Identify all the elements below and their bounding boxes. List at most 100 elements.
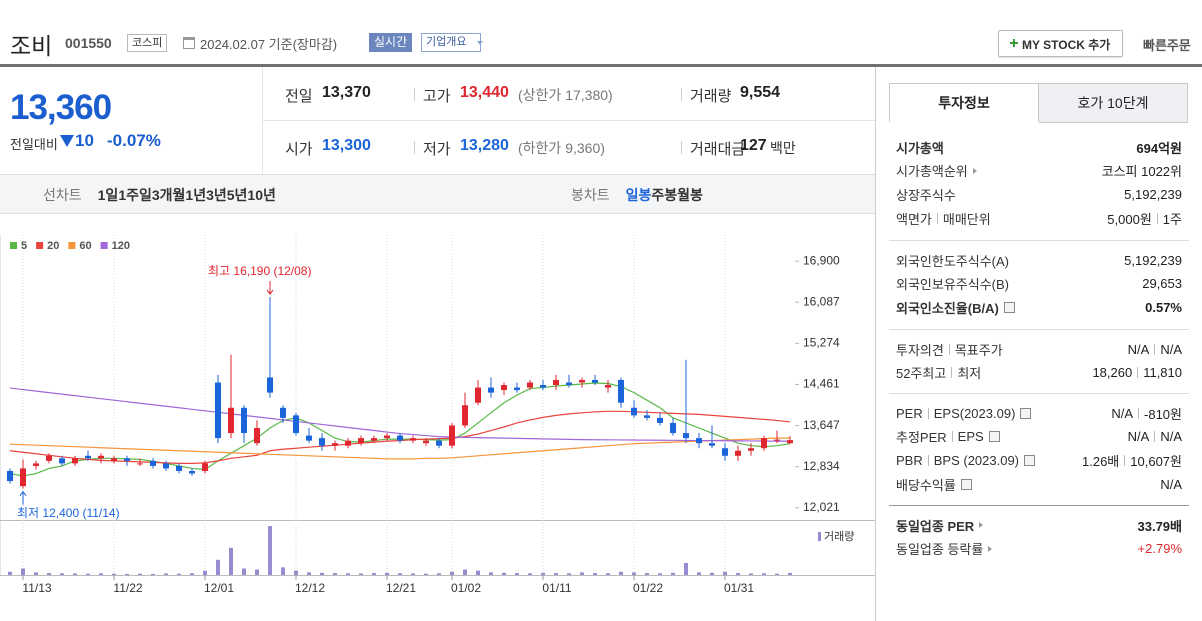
value-text: 5,192,239 bbox=[1124, 186, 1182, 202]
candle-body bbox=[20, 468, 26, 487]
x-tick-label: 12/01 bbox=[204, 581, 234, 595]
candle-body bbox=[397, 435, 403, 441]
candle-body bbox=[475, 387, 481, 403]
candle-body bbox=[202, 463, 208, 471]
volume-bar bbox=[788, 572, 792, 575]
period-bar: 선차트 1일 1주일 3개월 1년 3년 5년 10년 봉차트 일봉 주봉 월봉 bbox=[0, 174, 875, 214]
candle-body bbox=[566, 382, 572, 386]
separator bbox=[1138, 407, 1140, 419]
candle-body bbox=[644, 415, 650, 418]
volume-bar bbox=[34, 572, 38, 575]
x-tick-label: 12/21 bbox=[386, 581, 416, 595]
help-icon[interactable] bbox=[960, 478, 972, 490]
help-icon[interactable] bbox=[1020, 407, 1032, 419]
period-tab[interactable]: 10년 bbox=[247, 187, 276, 203]
candle-body bbox=[683, 433, 689, 439]
period-tab[interactable]: 1주일 bbox=[118, 187, 152, 203]
volume-bar bbox=[60, 573, 64, 575]
period-tab[interactable]: 주봉 bbox=[651, 187, 678, 203]
info-label: 시가총액순위 bbox=[896, 161, 977, 180]
mystock-button[interactable]: MY STOCK 추가 bbox=[998, 30, 1123, 57]
separator bbox=[1124, 454, 1126, 466]
period-tab[interactable]: 월봉 bbox=[677, 187, 703, 203]
info-tab[interactable]: 호가 10단계 bbox=[1038, 83, 1188, 123]
candle-body bbox=[85, 455, 91, 459]
candle-body bbox=[410, 438, 416, 441]
legend-label: 60 bbox=[79, 240, 91, 252]
mystock-label: MY STOCK 추가 bbox=[1022, 38, 1111, 52]
info-value: 694억원 bbox=[1136, 138, 1182, 157]
quote-label: 전일 bbox=[285, 88, 313, 105]
info-row: 외국인소진율(B/A) 0.57% bbox=[896, 296, 1182, 318]
info-label: 동일업종 등락률 bbox=[896, 539, 993, 558]
arrow-icon bbox=[988, 545, 993, 552]
candle-body bbox=[670, 422, 676, 434]
volume-bar bbox=[151, 573, 155, 575]
volume-bar bbox=[645, 573, 649, 575]
volume-bar bbox=[47, 573, 51, 575]
quick-order[interactable]: 빠른주문 bbox=[1143, 38, 1191, 53]
volume-bar bbox=[190, 573, 194, 575]
quote-row-divider bbox=[262, 120, 875, 121]
info-label: 시가총액 bbox=[896, 138, 944, 157]
candle-body bbox=[462, 405, 468, 426]
group-separator bbox=[889, 393, 1189, 394]
volume-bar bbox=[723, 571, 727, 575]
tab-group-label: 선차트 bbox=[43, 187, 82, 203]
info-value: 5,192,239 bbox=[1124, 187, 1182, 202]
help-icon[interactable] bbox=[1024, 454, 1036, 466]
volume-bar bbox=[606, 573, 610, 575]
candle-body bbox=[345, 440, 351, 446]
period-tab[interactable]: 1년 bbox=[185, 187, 207, 203]
y-tick-label: 16,900 bbox=[803, 253, 840, 267]
candle-body bbox=[735, 450, 741, 456]
volume-bar bbox=[125, 573, 129, 575]
top-rule bbox=[0, 64, 1202, 67]
quote-value: 13,440 bbox=[460, 84, 509, 101]
help-icon[interactable] bbox=[1003, 301, 1015, 313]
period-tab[interactable]: 3개월 bbox=[151, 187, 186, 203]
candle-body bbox=[72, 458, 78, 464]
quote-separator bbox=[414, 88, 415, 101]
y-tick-label: 15,274 bbox=[803, 336, 840, 350]
quote-value: 127 bbox=[740, 137, 767, 154]
info-label: 외국인보유주식수(B) bbox=[896, 274, 1009, 293]
candle-body bbox=[59, 458, 65, 464]
candle-body bbox=[111, 458, 117, 461]
volume-bar bbox=[281, 567, 285, 575]
period-tab[interactable]: 일봉 bbox=[625, 187, 652, 203]
volume-bar bbox=[619, 571, 623, 575]
volume-bar bbox=[346, 573, 350, 575]
realtime-button[interactable]: 실시간 bbox=[369, 33, 413, 52]
quote-label: 고가 bbox=[423, 88, 451, 105]
info-value: N/A bbox=[1160, 477, 1182, 492]
arrow-icon bbox=[972, 167, 977, 174]
value-text: 5,192,239 bbox=[1124, 252, 1182, 268]
value-text: 11,810 bbox=[1143, 365, 1182, 381]
info-label: 추정PER EPS bbox=[896, 427, 1000, 446]
info-row: 추정PER EPS N/A N/A bbox=[896, 426, 1182, 448]
info-label: PER EPS(2023.09) bbox=[896, 406, 1032, 421]
candle-body bbox=[293, 415, 299, 434]
period-tab[interactable]: 5년 bbox=[226, 187, 248, 203]
volume-bar bbox=[177, 573, 181, 575]
separator bbox=[1137, 367, 1139, 379]
volume-bar bbox=[450, 571, 454, 575]
legend-swatch bbox=[100, 242, 108, 249]
volume-bar bbox=[255, 569, 259, 575]
quote-note: (하한가 9,360) bbox=[518, 140, 605, 156]
info-row: 외국인한도주식수(A) 5,192,239 bbox=[896, 249, 1182, 271]
help-icon[interactable] bbox=[988, 431, 1000, 443]
period-tab[interactable]: 3년 bbox=[206, 187, 227, 203]
info-label: 배당수익률 bbox=[896, 475, 972, 494]
candle-body bbox=[631, 407, 637, 416]
volume-bar bbox=[775, 573, 779, 575]
value-text: 33.79배 bbox=[1137, 518, 1183, 534]
info-tab[interactable]: 투자정보 bbox=[889, 83, 1039, 123]
period-tab[interactable]: 1일 bbox=[97, 187, 119, 203]
volume-bar bbox=[99, 573, 103, 575]
y-tick-label: 13,647 bbox=[803, 418, 840, 432]
info-value: 1.26배 10,607원 bbox=[1082, 451, 1182, 470]
company-button[interactable]: 기업개요 bbox=[421, 33, 482, 52]
candle-body bbox=[696, 438, 702, 444]
